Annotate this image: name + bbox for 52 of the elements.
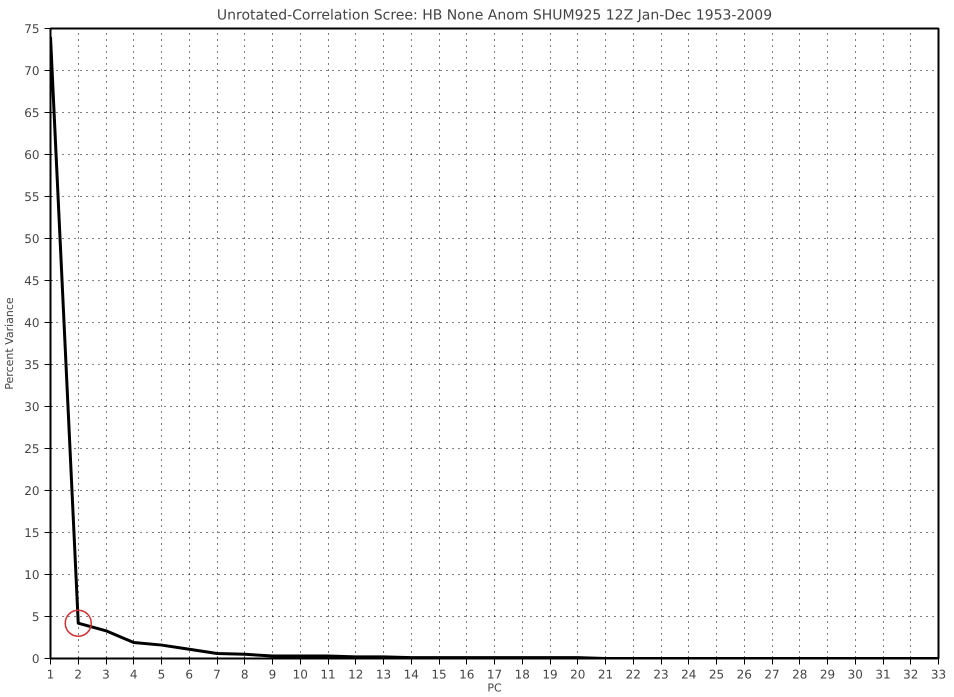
x-tick-label: 25: [708, 668, 724, 682]
x-tick-label: 4: [130, 668, 138, 682]
x-tick-label: 2: [74, 668, 82, 682]
x-tick-label: 33: [930, 668, 946, 682]
x-tick-label: 29: [820, 668, 836, 682]
x-tick-label: 24: [681, 668, 696, 682]
y-tick-label: 75: [24, 22, 40, 36]
x-tick-label: 17: [486, 668, 502, 682]
x-tick-label: 12: [348, 668, 364, 682]
y-tick-label: 35: [24, 358, 40, 372]
y-tick-label: 25: [24, 442, 40, 456]
x-tick-label: 16: [459, 668, 474, 682]
x-tick-label: 15: [431, 668, 447, 682]
x-tick-label: 28: [792, 668, 808, 682]
y-tick-label: 10: [24, 568, 40, 582]
y-tick-label: 65: [24, 106, 40, 120]
y-tick-label: 60: [24, 148, 40, 162]
x-tick-label: 30: [848, 668, 863, 682]
y-tick-label: 0: [32, 652, 40, 666]
y-axis-title: Percent Variance: [3, 297, 16, 390]
x-tick-label: 14: [404, 668, 419, 682]
x-axis-title: PC: [487, 682, 502, 694]
x-tick-label: 6: [185, 668, 194, 682]
x-tick-label: 7: [213, 668, 221, 682]
y-tick-label: 20: [24, 484, 40, 498]
x-tick-label: 31: [875, 668, 891, 682]
x-tick-label: 26: [736, 668, 752, 682]
x-tick-label: 21: [598, 668, 614, 682]
x-tick-label: 18: [514, 668, 530, 682]
y-tick-label: 50: [24, 232, 40, 246]
y-tick-label: 5: [32, 610, 40, 624]
x-tick-label: 11: [320, 668, 336, 682]
x-tick-label: 10: [292, 668, 308, 682]
y-tick-label: 15: [24, 526, 40, 540]
x-tick-label: 5: [158, 668, 166, 682]
x-tick-label: 9: [268, 668, 276, 682]
x-tick-label: 3: [102, 668, 110, 682]
x-tick-label: 22: [626, 668, 641, 682]
y-tick-label: 45: [24, 274, 40, 288]
x-tick-label: 13: [376, 668, 392, 682]
chart-title: Unrotated-Correlation Scree: HB None Anom SHUM925 12Z Jan-Dec 1953-2009: [216, 8, 772, 24]
x-tick-label: 1: [46, 668, 54, 682]
y-tick-label: 70: [24, 64, 40, 78]
x-tick-label: 32: [903, 668, 918, 682]
x-tick-label: 27: [764, 668, 780, 682]
x-tick-label: 20: [570, 668, 586, 682]
y-tick-label: 40: [24, 316, 40, 330]
y-tick-label: 30: [24, 400, 40, 414]
x-tick-label: 8: [240, 668, 249, 682]
y-tick-label: 55: [24, 190, 40, 204]
x-tick-label: 19: [542, 668, 558, 682]
x-tick-label: 23: [653, 668, 669, 682]
